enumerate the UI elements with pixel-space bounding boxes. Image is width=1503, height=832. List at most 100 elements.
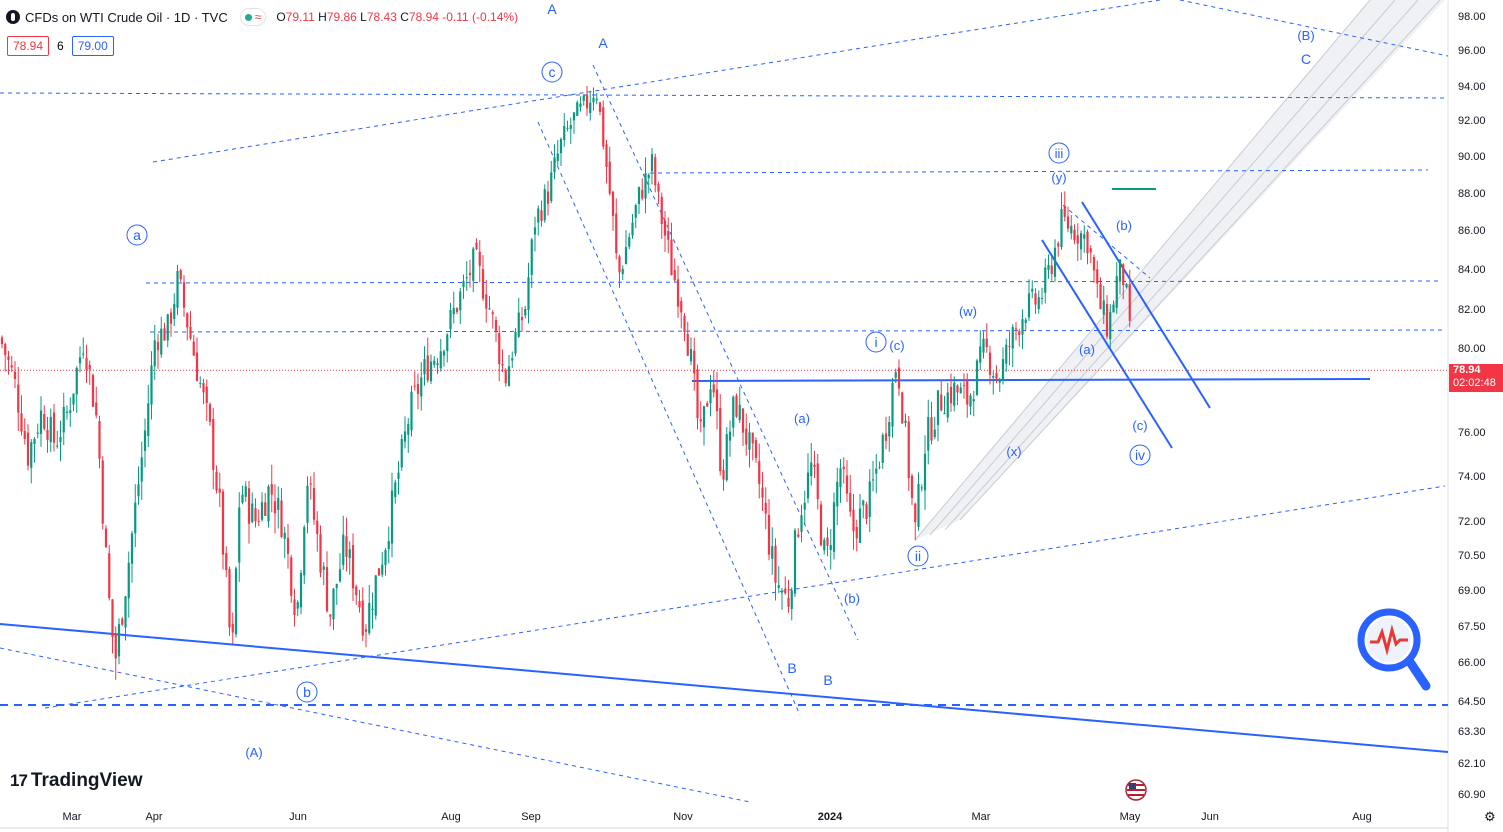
candle-up (946, 392, 949, 418)
candle-up (244, 486, 247, 497)
candle-up (569, 124, 572, 129)
candle-down (741, 408, 745, 433)
candle-down (202, 383, 205, 393)
us-flag-icon[interactable] (1124, 779, 1148, 801)
candle-down (501, 363, 504, 366)
candle-down (13, 371, 17, 379)
wave-label: iv (1135, 447, 1145, 463)
candle-down (1066, 216, 1070, 229)
candle-up (527, 277, 530, 311)
candle-up (1115, 276, 1118, 308)
candle-down (364, 629, 368, 632)
candle-down (186, 313, 189, 328)
candle-up (1118, 259, 1122, 282)
candle-up (420, 377, 423, 397)
candle-down (264, 502, 267, 516)
candle-up (530, 239, 533, 275)
wave-label: (c) (889, 338, 904, 353)
candle-up (982, 338, 985, 353)
candle-up (75, 367, 78, 395)
market-status-pill[interactable]: ≈ (239, 8, 267, 26)
last-price-badge: 78.94 02:02:48 (1449, 364, 1503, 392)
candle-down (319, 534, 322, 573)
falling-channel-lower (537, 121, 801, 716)
candle-down (611, 191, 615, 217)
symbol-title[interactable]: CFDs on WTI Crude Oil · 1D · TVC (25, 9, 228, 25)
candle-up (806, 472, 810, 499)
candle-up (1109, 312, 1112, 340)
candle-down (280, 500, 283, 538)
pitchfork-line (914, 0, 1371, 541)
candle-down (930, 417, 933, 441)
candle-down (598, 102, 602, 112)
candle-up (1005, 344, 1008, 364)
price-tick-label: 82.00 (1458, 304, 1486, 316)
candle-down (212, 419, 215, 470)
close-value: 78.94 (408, 10, 439, 24)
candle-down (712, 384, 715, 393)
candle-down (121, 618, 124, 625)
candle-down (221, 491, 225, 555)
candle-up (452, 308, 455, 315)
candle-down (52, 412, 56, 443)
candle-up (732, 396, 735, 428)
candle-up (1001, 359, 1005, 380)
candle-up (556, 153, 559, 161)
candle-up (1040, 298, 1044, 300)
candle-up (894, 372, 897, 378)
candle-up (442, 351, 446, 356)
candle-down (797, 534, 800, 537)
buy-button[interactable]: 79.00 (71, 36, 114, 56)
resistance-ray (1179, 0, 1449, 57)
candle-down (1014, 328, 1018, 330)
candle-up (56, 445, 59, 447)
candle-down (914, 503, 917, 523)
candle-up (728, 431, 732, 441)
candle-up (410, 391, 413, 431)
price-tick-label: 96.00 (1458, 45, 1486, 57)
candle-up (381, 564, 384, 575)
candle-up (559, 139, 563, 154)
wave-label: (a) (794, 411, 810, 426)
candle-up (969, 395, 972, 407)
candle-up (124, 596, 127, 628)
price-axis[interactable]: 98.00 96.00 94.00 92.00 90.00 88.00 86.00 84.00… (1458, 11, 1486, 801)
candle-up (725, 434, 728, 481)
candle-down (228, 569, 231, 628)
pitchfork-line (959, 0, 1441, 521)
candle-up (923, 453, 927, 491)
time-axis[interactable]: Mar Apr Jun Aug Sep Nov 2024 Mar May Jun Aug ⚙ (63, 809, 1496, 824)
candle-up (888, 421, 891, 437)
candle-up (858, 508, 862, 543)
candle-up (537, 208, 540, 223)
candle-down (680, 301, 683, 313)
candle-up (871, 479, 875, 481)
price-tick-label: 69.00 (1458, 585, 1486, 597)
sell-button[interactable]: 78.94 (7, 36, 50, 56)
candle-down (309, 483, 312, 485)
settings-gear-icon: ⚙ (1484, 809, 1496, 824)
candle-up (595, 98, 598, 101)
candle-up (1047, 264, 1050, 270)
candle-down (956, 385, 959, 393)
candle-down (351, 545, 355, 589)
candle-down (784, 588, 787, 594)
time-tick-label: Sep (521, 811, 541, 823)
wave-label: i (874, 334, 877, 350)
candle-up (433, 360, 436, 365)
candle-up (137, 484, 140, 497)
price-tick-label: 60.90 (1458, 789, 1486, 801)
time-tick-label: Mar (63, 811, 82, 823)
candle-down (316, 520, 319, 535)
price-tick-label: 62.10 (1458, 758, 1486, 770)
candle-up (790, 590, 793, 610)
candle-down (1086, 231, 1089, 254)
wave-label-circle (865, 331, 887, 353)
candle-down (1008, 345, 1011, 347)
time-tick-label: Jun (289, 811, 307, 823)
candle-up (933, 429, 936, 438)
tradingview-logo[interactable]: 17 TradingView (10, 770, 143, 792)
candle-up (953, 382, 956, 406)
candle-down (1096, 269, 1099, 284)
